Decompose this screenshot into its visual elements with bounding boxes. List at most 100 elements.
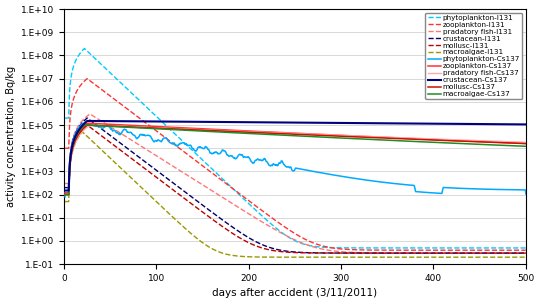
zooplankton-I131 (84, 77, 90, 81)
pradatory fish-Cs137 (248, 130, 255, 134)
phytoplankton-I131 (109, 73, 116, 77)
crustacean-Cs137 (84, 119, 91, 123)
zooplankton-I131 (248, 201, 255, 205)
mollusc-Cs137 (523, 142, 529, 145)
pradatory fish-I131 (422, 251, 428, 255)
zooplankton-I131 (109, 96, 116, 100)
crustacean-Cs137 (248, 120, 255, 124)
macroalgae-I131 (379, 255, 385, 259)
macroalgae-I131 (422, 255, 428, 259)
phytoplankton-Cs137 (430, 191, 436, 195)
phytoplankton-I131 (422, 246, 428, 250)
crustacean-I131 (265, 245, 272, 249)
Line: macroalgae-Cs137: macroalgae-Cs137 (65, 125, 526, 195)
macroalgae-Cs137 (248, 132, 255, 136)
zooplankton-Cs137 (422, 137, 428, 141)
phytoplankton-Cs137 (265, 163, 272, 166)
crustacean-Cs137 (523, 123, 529, 126)
Line: pradatory fish-Cs137: pradatory fish-Cs137 (65, 125, 526, 195)
macroalgae-I131 (109, 158, 116, 162)
phytoplankton-I131 (248, 205, 255, 208)
crustacean-I131 (422, 251, 428, 255)
macroalgae-I131 (265, 255, 272, 259)
phytoplankton-Cs137 (248, 160, 255, 164)
macroalgae-I131 (430, 255, 436, 259)
zooplankton-Cs137 (84, 121, 90, 125)
Line: zooplankton-Cs137: zooplankton-Cs137 (65, 123, 526, 193)
mollusc-I131 (248, 242, 255, 246)
mollusc-I131 (109, 142, 116, 146)
zooplankton-Cs137 (523, 142, 529, 145)
pradatory fish-I131 (248, 214, 255, 217)
mollusc-Cs137 (62, 193, 68, 196)
Line: mollusc-Cs137: mollusc-Cs137 (65, 125, 526, 195)
crustacean-Cs137 (379, 122, 385, 125)
mollusc-Cs137 (265, 131, 272, 135)
Line: mollusc-I131: mollusc-I131 (65, 125, 526, 253)
pradatory fish-Cs137 (87, 123, 93, 127)
zooplankton-I131 (379, 248, 385, 252)
pradatory fish-Cs137 (430, 137, 436, 141)
mollusc-I131 (523, 251, 529, 255)
crustacean-Cs137 (422, 122, 428, 126)
macroalgae-Cs137 (265, 133, 272, 136)
macroalgae-Cs137 (422, 140, 428, 144)
phytoplankton-Cs137 (109, 129, 116, 133)
Line: phytoplankton-I131: phytoplankton-I131 (65, 48, 526, 248)
mollusc-Cs137 (379, 136, 385, 140)
mollusc-Cs137 (422, 138, 428, 141)
Line: zooplankton-I131: zooplankton-I131 (65, 79, 526, 250)
macroalgae-I131 (79, 130, 86, 134)
crustacean-Cs137 (62, 189, 68, 192)
mollusc-Cs137 (430, 138, 436, 142)
pradatory fish-I131 (109, 126, 116, 130)
zooplankton-I131 (265, 213, 272, 217)
crustacean-I131 (248, 238, 255, 241)
crustacean-Cs137 (109, 119, 116, 123)
Line: crustacean-Cs137: crustacean-Cs137 (65, 121, 526, 191)
crustacean-I131 (379, 251, 385, 255)
crustacean-Cs137 (430, 122, 436, 126)
mollusc-Cs137 (248, 131, 255, 134)
macroalgae-I131 (248, 255, 255, 259)
zooplankton-Cs137 (379, 135, 385, 139)
Line: pradatory fish-I131: pradatory fish-I131 (65, 114, 526, 253)
pradatory fish-I131 (379, 251, 385, 255)
Line: phytoplankton-Cs137: phytoplankton-Cs137 (65, 123, 526, 197)
crustacean-I131 (523, 251, 529, 255)
zooplankton-I131 (523, 248, 529, 252)
X-axis label: days after accident (3/11/2011): days after accident (3/11/2011) (212, 288, 377, 299)
mollusc-I131 (265, 248, 272, 251)
crustacean-Cs137 (265, 121, 272, 124)
pradatory fish-Cs137 (109, 124, 116, 128)
macroalgae-I131 (62, 200, 68, 203)
mollusc-Cs137 (109, 124, 116, 128)
mollusc-I131 (430, 251, 436, 255)
pradatory fish-I131 (523, 251, 529, 255)
pradatory fish-I131 (62, 182, 68, 185)
phytoplankton-Cs137 (523, 192, 529, 196)
pradatory fish-I131 (430, 251, 436, 255)
pradatory fish-Cs137 (523, 140, 529, 144)
pradatory fish-Cs137 (422, 137, 428, 140)
phytoplankton-I131 (430, 246, 436, 250)
macroalgae-I131 (523, 255, 529, 259)
pradatory fish-I131 (87, 112, 93, 116)
macroalgae-Cs137 (109, 125, 116, 128)
macroalgae-Cs137 (379, 138, 385, 142)
phytoplankton-I131 (81, 47, 87, 50)
phytoplankton-I131 (62, 116, 68, 120)
macroalgae-Cs137 (523, 144, 529, 148)
mollusc-I131 (84, 123, 90, 127)
zooplankton-Cs137 (430, 138, 436, 141)
zooplankton-I131 (422, 248, 428, 252)
pradatory fish-Cs137 (379, 135, 385, 139)
zooplankton-Cs137 (248, 129, 255, 133)
zooplankton-I131 (430, 248, 436, 252)
crustacean-I131 (109, 135, 116, 139)
zooplankton-Cs137 (109, 123, 116, 126)
macroalgae-Cs137 (430, 140, 436, 144)
zooplankton-Cs137 (265, 130, 272, 134)
macroalgae-Cs137 (81, 123, 87, 127)
phytoplankton-Cs137 (422, 191, 428, 194)
